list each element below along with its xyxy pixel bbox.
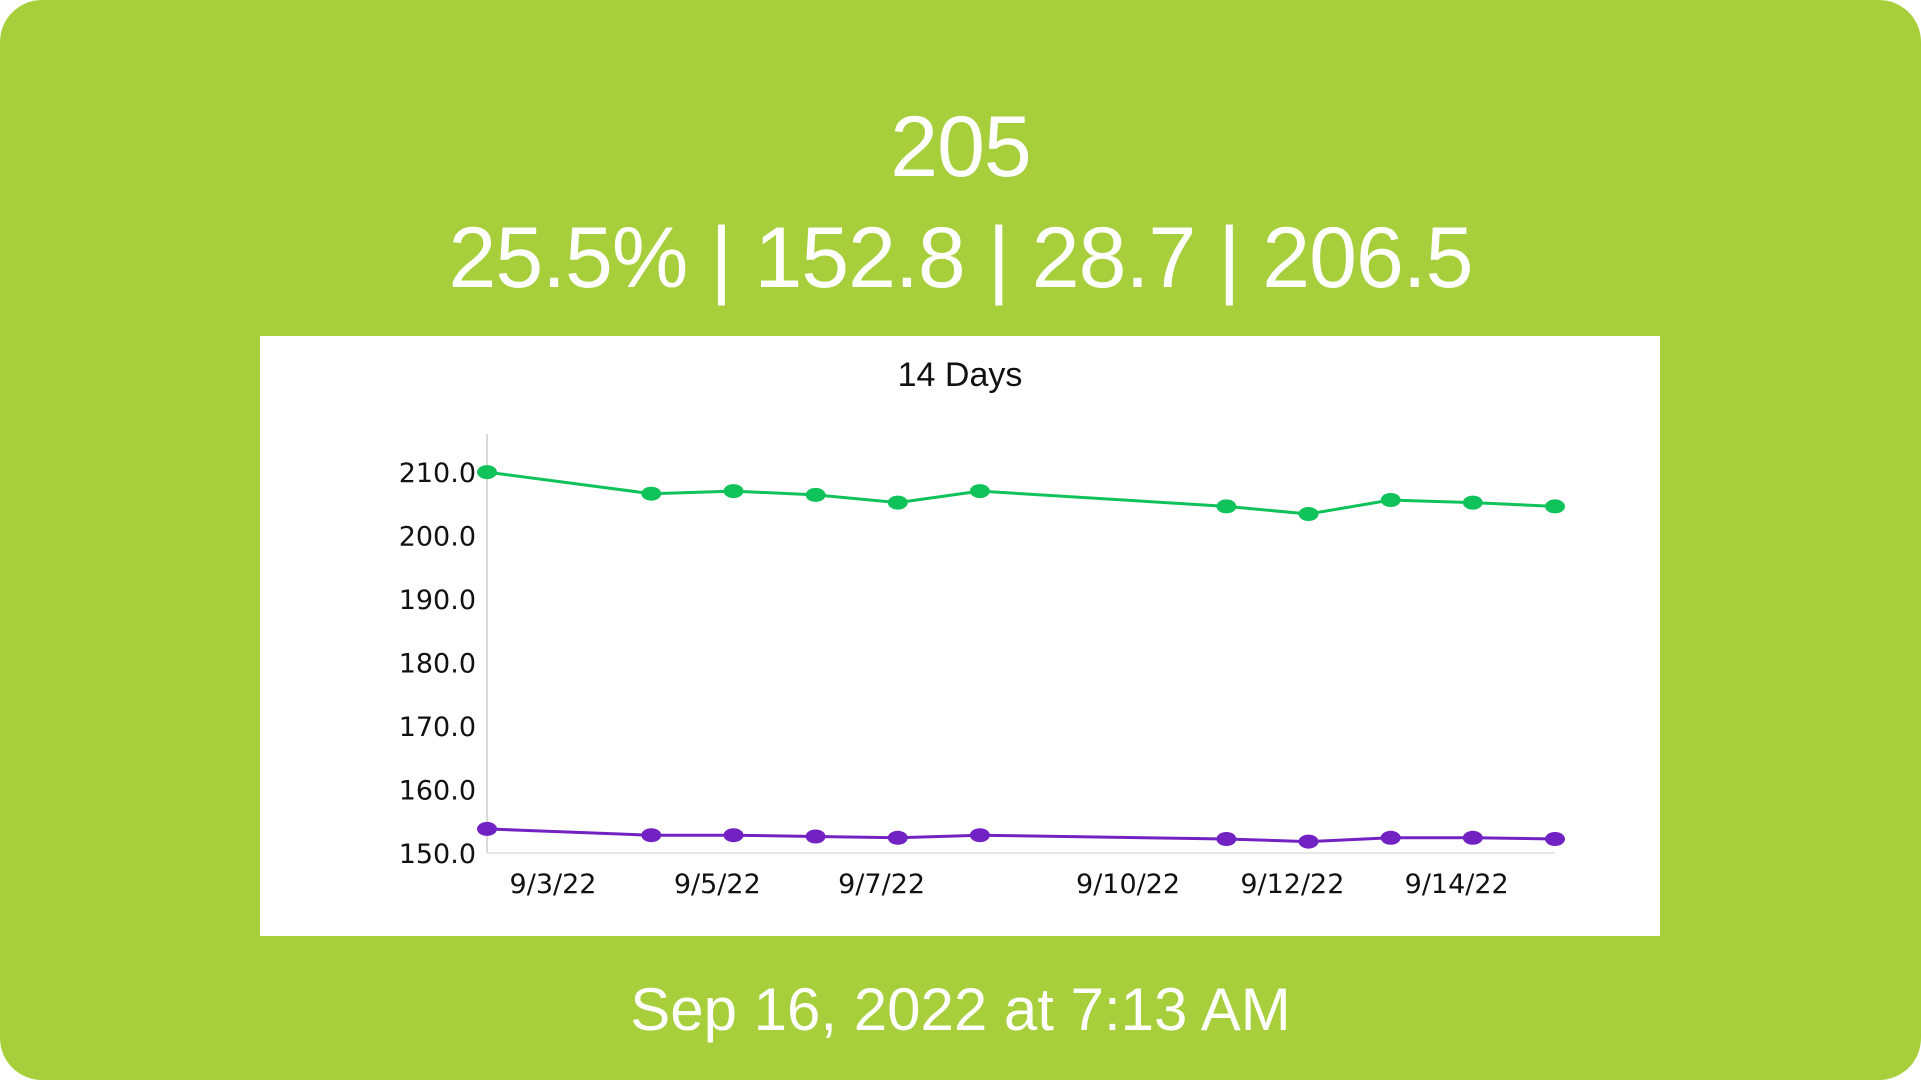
x-axis-ticks: 9/3/22 9/5/22 9/7/22 9/10/22 9/12/22 9/14/22 bbox=[510, 869, 1509, 900]
data-point[interactable] bbox=[1216, 832, 1237, 846]
data-point[interactable] bbox=[1380, 493, 1401, 507]
data-point[interactable] bbox=[1216, 499, 1237, 514]
y-tick-label: 200.0 bbox=[399, 522, 476, 553]
y-tick-label: 180.0 bbox=[399, 649, 476, 680]
x-tick-label: 9/12/22 bbox=[1240, 869, 1344, 900]
line-chart: 14 Days 210.0 200.0 190.0 180.0 170.0 160.0 15… bbox=[399, 356, 1565, 900]
y-tick-label: 150.0 bbox=[399, 839, 476, 870]
data-point[interactable] bbox=[805, 829, 826, 844]
y-tick-label: 160.0 bbox=[399, 776, 476, 807]
y-tick-label: 210.0 bbox=[399, 458, 476, 489]
data-point[interactable] bbox=[1298, 507, 1319, 521]
data-point[interactable] bbox=[477, 465, 497, 480]
data-point[interactable] bbox=[887, 830, 908, 845]
x-tick-label: 9/7/22 bbox=[838, 869, 925, 900]
data-point[interactable] bbox=[1298, 834, 1319, 849]
data-point[interactable] bbox=[969, 484, 990, 499]
current-weight-value: 205 bbox=[890, 99, 1032, 195]
series-layer bbox=[477, 465, 1565, 849]
data-point[interactable] bbox=[969, 828, 990, 843]
chart-title: 14 Days bbox=[898, 356, 1023, 394]
x-tick-label: 9/3/22 bbox=[510, 869, 597, 900]
x-tick-label: 9/5/22 bbox=[674, 869, 761, 900]
y-tick-label: 190.0 bbox=[399, 585, 476, 616]
body-stats-line: 25.5% | 152.8 | 28.7 | 206.5 bbox=[448, 210, 1473, 306]
data-point[interactable] bbox=[1462, 495, 1483, 510]
data-point[interactable] bbox=[887, 495, 908, 510]
data-point[interactable] bbox=[477, 821, 497, 836]
x-tick-label: 9/14/22 bbox=[1405, 869, 1509, 900]
data-point[interactable] bbox=[1380, 830, 1401, 845]
x-tick-label: 9/10/22 bbox=[1076, 869, 1180, 900]
data-point[interactable] bbox=[723, 484, 744, 499]
data-point[interactable] bbox=[805, 487, 826, 502]
data-point[interactable] bbox=[641, 486, 662, 501]
chart-panel: 14 Days 210.0 200.0 190.0 180.0 170.0 160.0 15… bbox=[260, 336, 1660, 936]
data-point[interactable] bbox=[1545, 832, 1565, 846]
data-point[interactable] bbox=[641, 828, 662, 843]
data-point[interactable] bbox=[1462, 830, 1483, 845]
y-tick-label: 170.0 bbox=[399, 712, 476, 743]
last-updated-timestamp: Sep 16, 2022 at 7:13 AM bbox=[630, 976, 1291, 1043]
data-point[interactable] bbox=[723, 828, 744, 843]
data-point[interactable] bbox=[1545, 499, 1565, 514]
y-axis-ticks: 210.0 200.0 190.0 180.0 170.0 160.0 150.0 bbox=[399, 458, 476, 870]
